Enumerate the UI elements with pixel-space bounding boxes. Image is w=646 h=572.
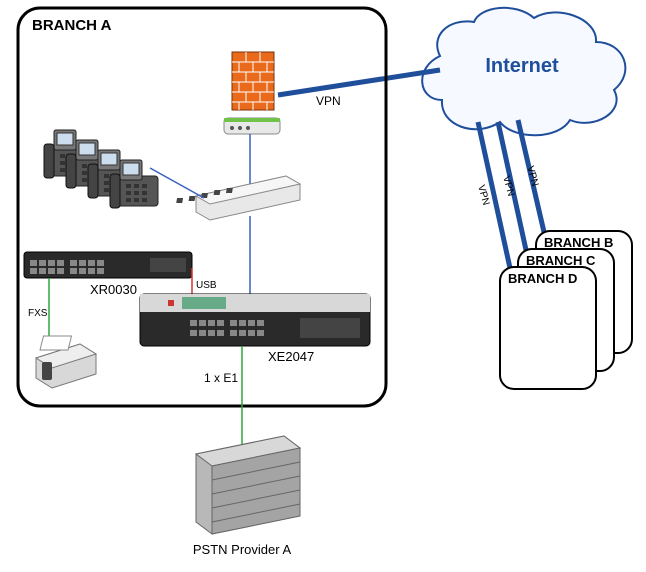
branch-b-label: BRANCH B — [544, 235, 613, 250]
pstn-label: PSTN Provider A — [193, 542, 292, 557]
vpn-label-b: VPN — [524, 165, 540, 188]
xr0030-device — [24, 252, 192, 278]
internet-cloud: Internet — [422, 8, 625, 135]
switch-icon — [176, 176, 300, 220]
branch-c-label: BRANCH C — [526, 253, 596, 268]
xe2047-device — [140, 294, 370, 346]
branch-a-label: BRANCH A — [32, 17, 112, 34]
xr0030-label: XR0030 — [90, 282, 137, 297]
fax-icon — [36, 336, 96, 388]
vpn-label-main: VPN — [316, 94, 341, 108]
internet-label: Internet — [485, 55, 559, 77]
vpn-label-d: VPN — [475, 184, 491, 207]
branch-d-label: BRANCH D — [508, 271, 577, 286]
network-diagram: Internet VPN VPN VPN VPN BRANCH B BRANCH… — [0, 0, 646, 572]
pstn-server-icon — [196, 436, 300, 534]
vpn-label-c: VPN — [500, 175, 516, 198]
e1-label: 1 x E1 — [204, 371, 238, 385]
xe2047-label: XE2047 — [268, 349, 314, 364]
branch-d-box: BRANCH D — [500, 267, 596, 389]
fxs-label: FXS — [28, 308, 48, 319]
link-vpn-main — [278, 70, 440, 95]
ip-phones — [44, 130, 158, 208]
usb-label: USB — [196, 280, 217, 291]
firewall-icon — [224, 52, 280, 134]
